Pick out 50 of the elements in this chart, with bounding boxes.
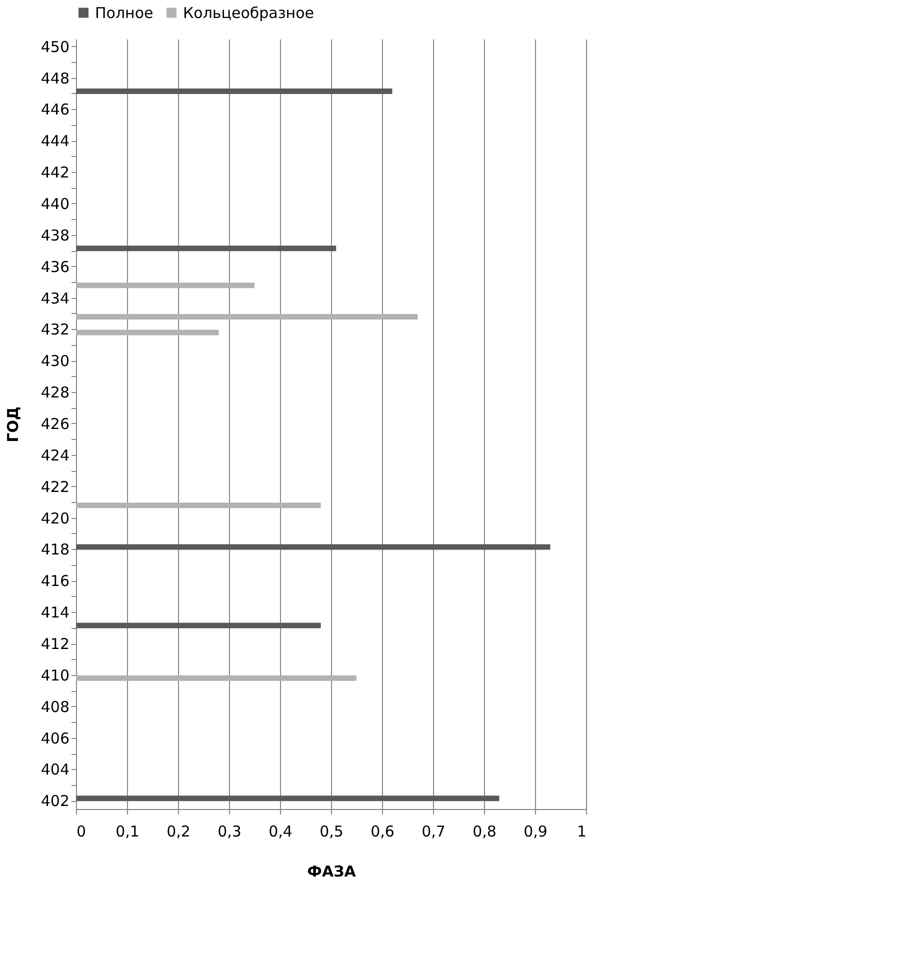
x-tick-label: 0,9 xyxy=(524,822,548,840)
y-tick-label: 448 xyxy=(40,69,70,88)
y-tick-label: 420 xyxy=(40,509,70,528)
y-axis-title: ГОД xyxy=(4,406,22,442)
x-tick-label: 0,5 xyxy=(320,822,344,840)
bar xyxy=(76,246,336,252)
bar xyxy=(76,675,356,681)
x-tick-label: 0,6 xyxy=(370,822,394,840)
y-tick-label: 438 xyxy=(40,226,70,244)
y-tick-label: 442 xyxy=(40,164,70,182)
bar xyxy=(76,544,550,550)
y-tick-label: 418 xyxy=(40,540,70,559)
bar xyxy=(76,314,418,320)
x-axis-title: ФАЗА xyxy=(307,862,356,880)
x-tick-label: 0,4 xyxy=(268,822,292,840)
y-tick-label: 430 xyxy=(40,352,70,370)
bar xyxy=(76,502,321,508)
x-tick-label: 0,7 xyxy=(422,822,446,840)
y-tick-label: 446 xyxy=(40,100,70,119)
y-tick-label: 402 xyxy=(40,792,70,810)
bar xyxy=(76,330,219,336)
bar xyxy=(76,88,392,94)
y-tick-label: 426 xyxy=(40,415,70,433)
y-tick-label: 434 xyxy=(40,289,70,308)
x-tick-label: 0,8 xyxy=(472,822,496,840)
y-tick-label: 408 xyxy=(40,698,70,716)
y-tick-label: 404 xyxy=(40,760,70,779)
bar xyxy=(76,622,321,628)
x-tick-label: 0 xyxy=(76,822,86,840)
y-tick-label: 450 xyxy=(40,38,70,56)
x-tick-label: 0,1 xyxy=(116,822,140,840)
bar xyxy=(76,282,254,288)
y-tick-label: 410 xyxy=(40,666,70,684)
y-tick-label: 432 xyxy=(40,320,70,339)
y-tick-label: 416 xyxy=(40,572,70,590)
x-tick-label: 0,2 xyxy=(166,822,190,840)
x-tick-label: 0,3 xyxy=(218,822,242,840)
legend-label: Полное xyxy=(95,4,154,22)
y-tick-label: 414 xyxy=(40,604,70,622)
y-tick-label: 412 xyxy=(40,635,70,653)
x-tick-label: 1 xyxy=(576,822,586,840)
y-tick-label: 444 xyxy=(40,132,70,150)
y-tick-label: 406 xyxy=(40,729,70,748)
y-tick-label: 428 xyxy=(40,384,70,402)
y-tick-label: 440 xyxy=(40,195,70,213)
bar xyxy=(76,796,500,802)
y-tick-label: 424 xyxy=(40,446,70,464)
y-tick-label: 436 xyxy=(40,258,70,276)
legend-label: Кольцеобразное xyxy=(183,4,314,22)
y-tick-label: 422 xyxy=(40,478,70,496)
